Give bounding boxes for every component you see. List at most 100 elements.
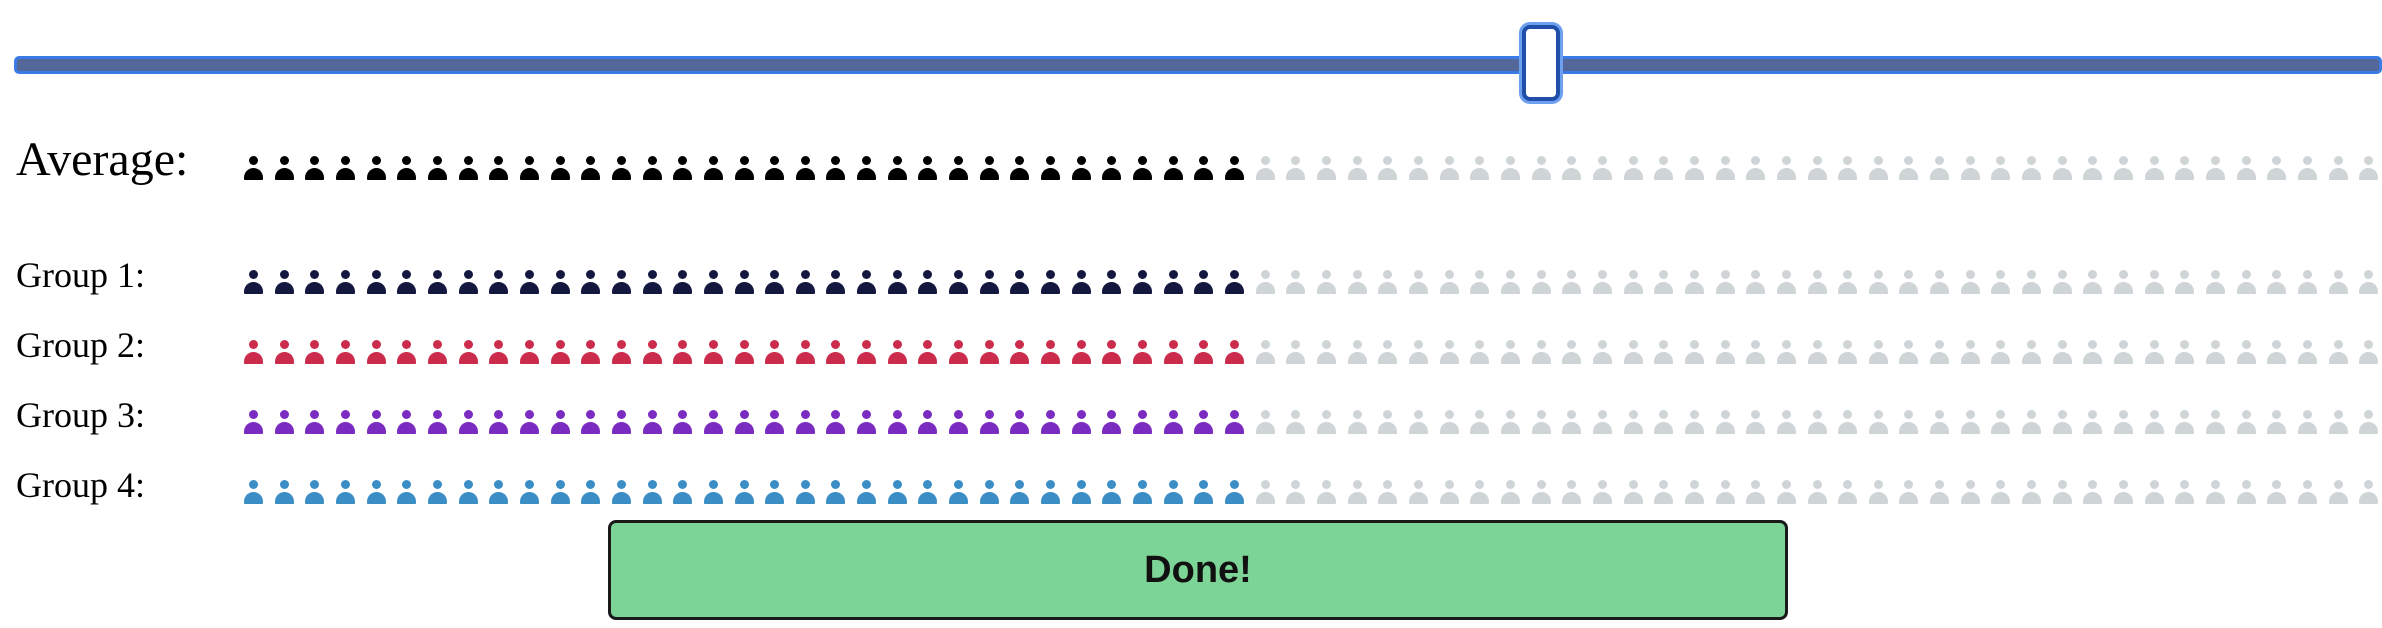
person-icon	[1960, 410, 1980, 434]
person-icon	[581, 410, 601, 434]
person-icon	[1991, 340, 2011, 364]
person-icon	[1255, 156, 1275, 180]
person-icon	[1684, 340, 1704, 364]
person-icon	[1684, 410, 1704, 434]
person-icon	[1715, 156, 1735, 180]
person-icon	[1010, 410, 1030, 434]
person-icon	[1531, 340, 1551, 364]
person-icon	[1807, 156, 1827, 180]
person-icon	[1960, 270, 1980, 294]
person-icon	[519, 480, 539, 504]
person-icon	[949, 156, 969, 180]
person-icon	[949, 410, 969, 434]
person-icon	[1500, 156, 1520, 180]
person-icon	[1470, 156, 1490, 180]
person-icon	[887, 340, 907, 364]
slider-thumb[interactable]	[1522, 25, 1561, 101]
person-icon	[1899, 270, 1919, 294]
person-icon	[1133, 480, 1153, 504]
person-icon	[305, 480, 325, 504]
person-icon	[1225, 410, 1245, 434]
person-icon	[949, 480, 969, 504]
person-icon	[274, 340, 294, 364]
person-icon	[2083, 410, 2103, 434]
person-icon	[1102, 480, 1122, 504]
person-icon	[2359, 156, 2379, 180]
person-icon	[673, 480, 693, 504]
person-icon	[489, 410, 509, 434]
person-icon	[1408, 480, 1428, 504]
done-button[interactable]: Done!	[608, 520, 1788, 620]
person-icon	[1041, 270, 1061, 294]
person-icon	[1286, 480, 1306, 504]
person-icon	[918, 156, 938, 180]
person-icon	[550, 480, 570, 504]
person-icon	[826, 340, 846, 364]
person-icon	[1623, 156, 1643, 180]
person-icon	[1623, 410, 1643, 434]
person-icon	[1163, 340, 1183, 364]
person-icon	[519, 270, 539, 294]
person-icon	[1868, 270, 1888, 294]
person-icon	[397, 270, 417, 294]
person-icon	[2083, 340, 2103, 364]
person-icon	[765, 340, 785, 364]
person-icon	[1654, 270, 1674, 294]
person-icon	[857, 410, 877, 434]
person-icon	[703, 410, 723, 434]
person-icon	[1684, 270, 1704, 294]
person-icon	[1255, 340, 1275, 364]
person-icon	[857, 480, 877, 504]
person-icon	[1133, 270, 1153, 294]
person-icon	[1255, 410, 1275, 434]
person-icon	[1378, 480, 1398, 504]
person-icon	[611, 410, 631, 434]
person-icon	[2298, 156, 2318, 180]
value-slider[interactable]	[14, 25, 2382, 101]
person-icon	[274, 156, 294, 180]
person-icon	[1286, 340, 1306, 364]
person-icon	[2236, 156, 2256, 180]
person-icon	[795, 270, 815, 294]
person-icon	[1439, 270, 1459, 294]
person-icon	[2144, 480, 2164, 504]
person-icon	[1562, 270, 1582, 294]
person-icon	[1807, 340, 1827, 364]
person-icon	[1715, 410, 1735, 434]
person-icon	[1347, 410, 1367, 434]
person-icon	[887, 480, 907, 504]
person-icon	[1562, 480, 1582, 504]
person-icon	[918, 410, 938, 434]
person-icon	[2114, 156, 2134, 180]
person-icon	[2298, 270, 2318, 294]
person-icon	[1715, 480, 1735, 504]
person-icon	[2267, 156, 2287, 180]
person-icon	[305, 156, 325, 180]
person-icon	[918, 270, 938, 294]
person-icon	[2298, 410, 2318, 434]
person-icon	[581, 340, 601, 364]
person-icon	[1133, 340, 1153, 364]
person-icon	[1960, 480, 1980, 504]
person-icon	[1868, 340, 1888, 364]
person-icon	[2022, 340, 2042, 364]
person-icon	[887, 410, 907, 434]
slider-track[interactable]	[14, 56, 2382, 74]
person-icon	[1470, 270, 1490, 294]
group-4-icon-track	[238, 464, 2382, 504]
person-icon	[1776, 410, 1796, 434]
person-icon	[1255, 480, 1275, 504]
group-2-icon-track	[238, 324, 2382, 364]
person-icon	[1163, 410, 1183, 434]
person-icon	[2052, 480, 2072, 504]
person-icon	[795, 340, 815, 364]
person-icon	[1378, 410, 1398, 434]
person-icon	[642, 340, 662, 364]
person-icon	[274, 410, 294, 434]
person-icon	[673, 270, 693, 294]
person-icon	[305, 410, 325, 434]
person-icon	[2175, 410, 2195, 434]
person-icon	[427, 410, 447, 434]
person-icon	[366, 480, 386, 504]
person-icon	[2206, 340, 2226, 364]
